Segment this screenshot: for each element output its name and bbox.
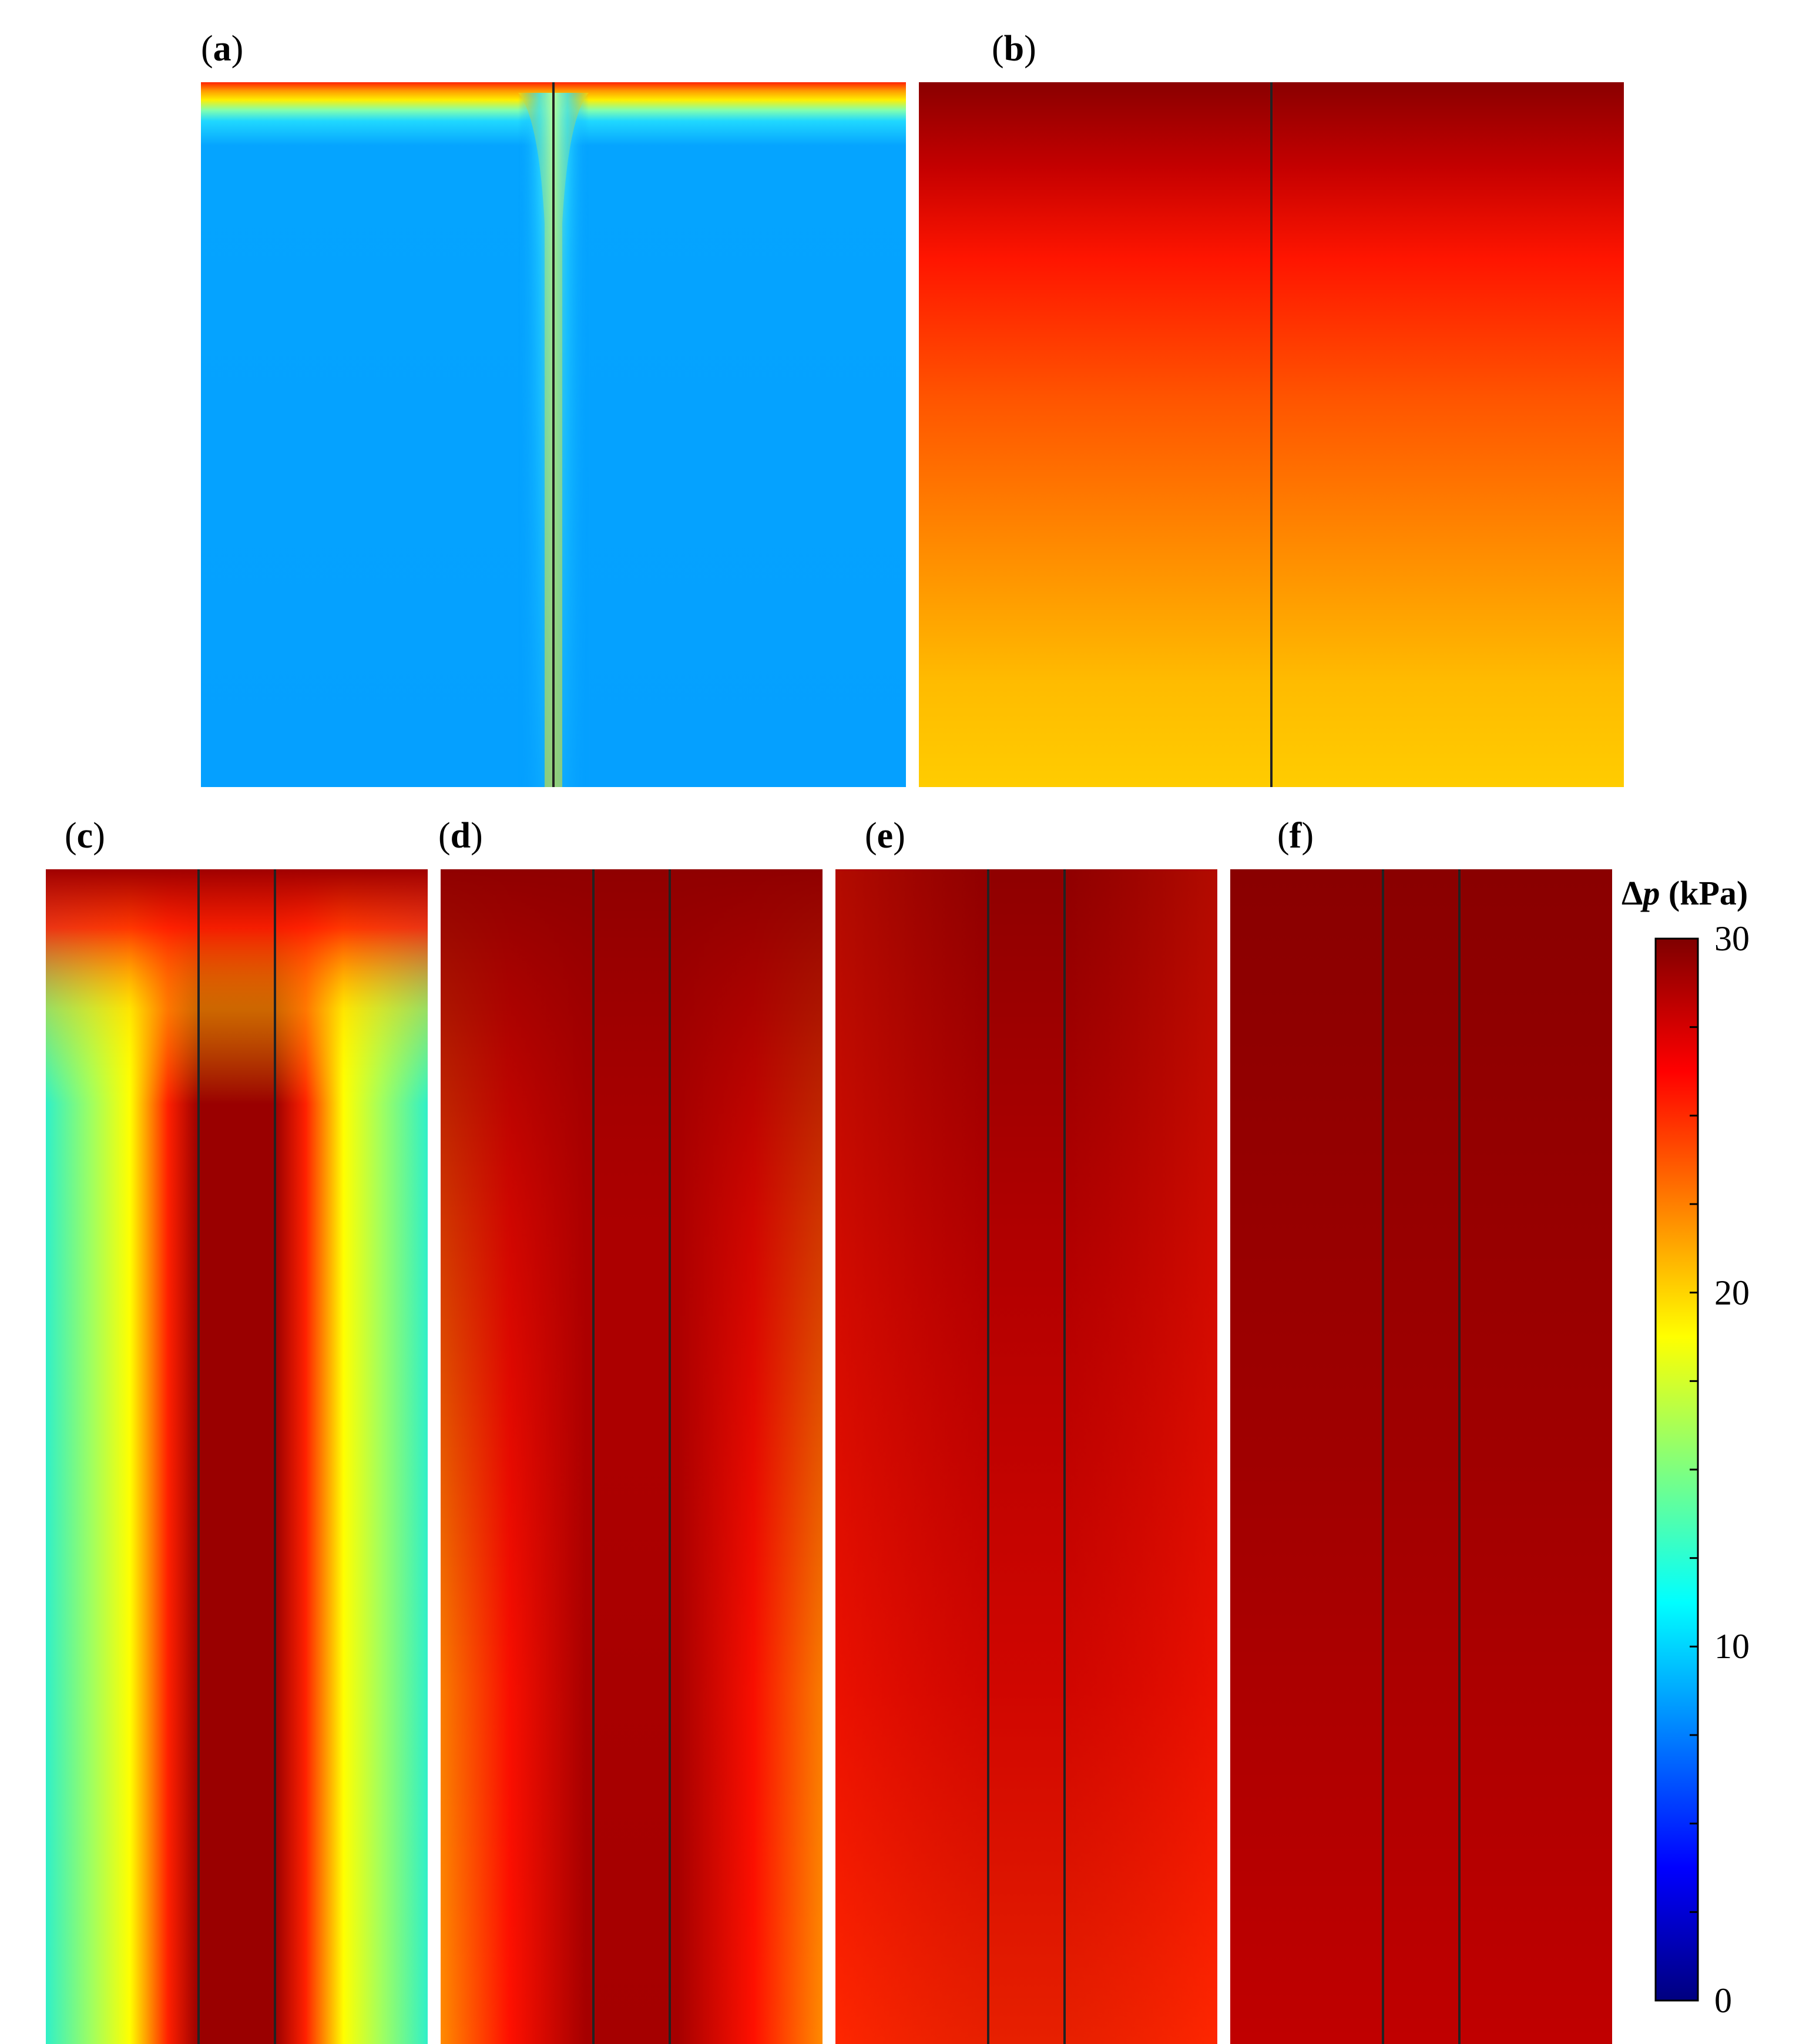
panel-d-heatmap (441, 869, 823, 2044)
panel-e-plot (835, 869, 1217, 2044)
panel-d-label: (d) (438, 816, 483, 856)
panel-a-plot (201, 82, 906, 787)
colorbar-tick-label: 0 (1714, 1981, 1732, 2020)
panel-e-heatmap (835, 869, 1217, 2044)
panel-f-plot (1230, 869, 1612, 2044)
panel-c-heatmap (46, 869, 428, 2044)
colorbar-svg (1654, 937, 1699, 2002)
panel-c-plot (46, 869, 428, 2044)
colorbar-tick-label: 20 (1714, 1273, 1750, 1312)
panel-f-heatmap (1230, 869, 1612, 2044)
colorbar-tick-label: 10 (1714, 1627, 1750, 1666)
panel-b-heatmap (919, 82, 1624, 787)
panel-d-plot (441, 869, 823, 2044)
colorbar (1654, 937, 1699, 2002)
panel-e-label: (e) (865, 816, 905, 856)
panel-a-heatmap (201, 82, 906, 787)
panel-a-label: (a) (201, 29, 244, 69)
colorbar-tick-label: 30 (1714, 919, 1750, 958)
panel-b-label: (b) (992, 29, 1036, 69)
panel-f-label: (f) (1277, 816, 1314, 856)
colorbar-title: Δp (kPa) (1622, 874, 1748, 912)
panel-b-plot (919, 82, 1624, 787)
panel-c-label: (c) (65, 816, 105, 856)
